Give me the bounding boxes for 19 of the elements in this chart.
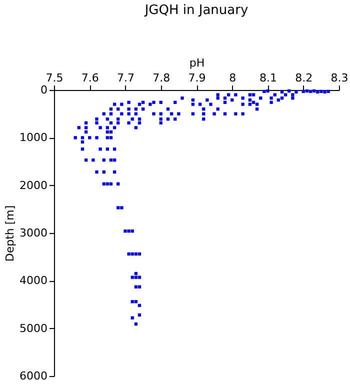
x-tick-label: 7.5 bbox=[46, 72, 64, 84]
y-tick-label: 2000 bbox=[20, 178, 48, 192]
x-tick-label: 7.6 bbox=[81, 72, 99, 84]
y-tick-label: 1000 bbox=[20, 131, 48, 144]
x-tick-label: 7.8 bbox=[152, 72, 170, 84]
y-tick-label: 3000 bbox=[20, 226, 48, 240]
x-tick-label: 7.9 bbox=[188, 72, 206, 84]
chart-title: JGQH in January bbox=[144, 3, 248, 18]
y-tick-label: 0 bbox=[40, 84, 48, 96]
x-tick-label: 7.7 bbox=[117, 72, 134, 84]
x-tick-label: 8.2 bbox=[295, 72, 313, 84]
x-tick-label: 8.3 bbox=[330, 72, 348, 84]
x-tick-label: 8.1 bbox=[260, 72, 277, 84]
y-axis-title: Depth [m] bbox=[4, 205, 17, 262]
x-axis-title: pH bbox=[189, 56, 205, 70]
y-tick-label: 4000 bbox=[20, 274, 48, 288]
y-tick-label: 6000 bbox=[20, 370, 48, 382]
y-tick-label: 5000 bbox=[20, 322, 48, 335]
x-tick-label: 8 bbox=[229, 72, 236, 84]
